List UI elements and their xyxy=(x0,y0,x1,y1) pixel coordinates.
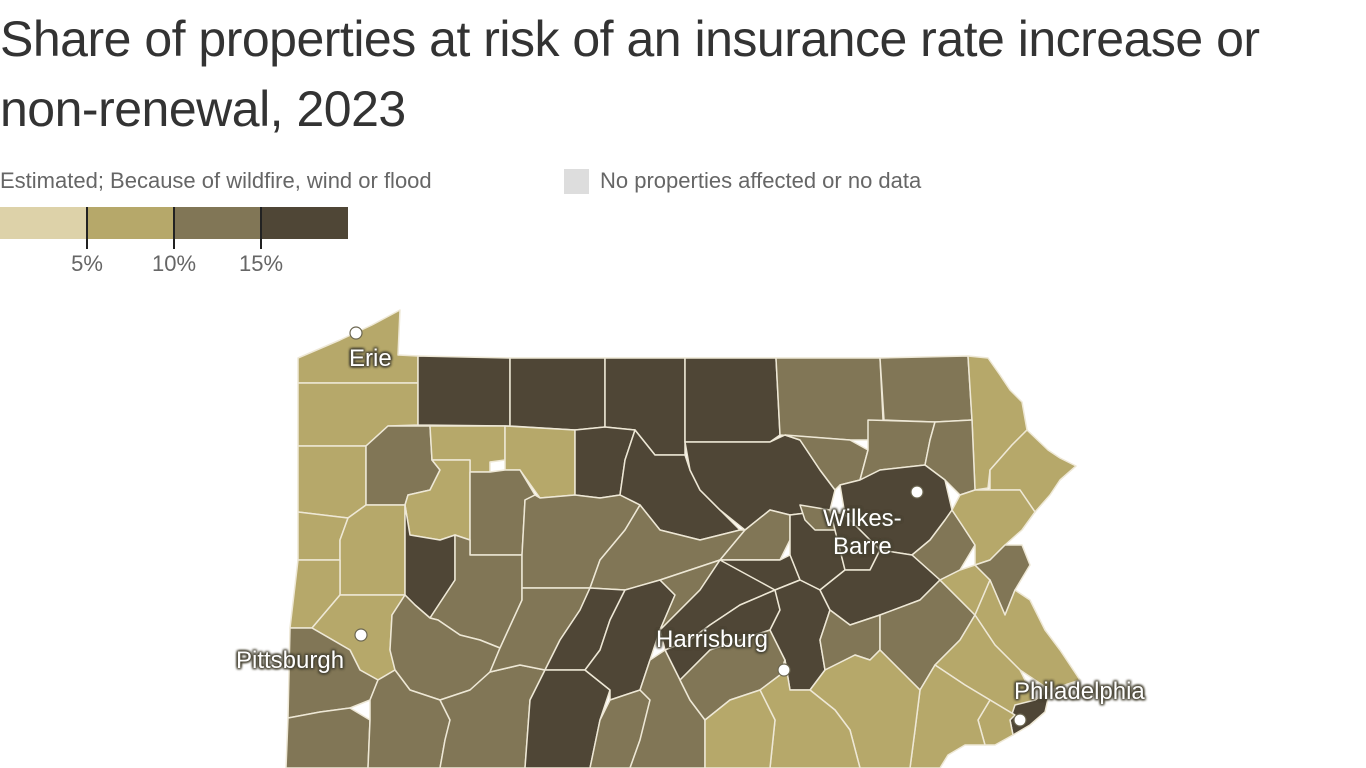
legend-tick-15 xyxy=(260,207,262,249)
county-susquehanna[interactable] xyxy=(879,355,973,423)
city-label-philadelphia: Philadelphia xyxy=(1014,678,1145,705)
legend-label-5: 5% xyxy=(71,251,103,276)
legend-tick-10 xyxy=(173,207,175,249)
legend-bin-3 xyxy=(261,207,348,239)
county-lackawanna[interactable] xyxy=(924,419,976,496)
county-greene[interactable] xyxy=(285,707,371,768)
counties xyxy=(285,309,1081,768)
city-dot-pittsburgh xyxy=(354,628,368,642)
no-data-label: No properties affected or no data xyxy=(600,168,922,193)
county-tioga[interactable] xyxy=(684,357,781,443)
city-label-erie: Erie xyxy=(349,345,392,372)
no-data-swatch xyxy=(564,168,589,194)
county-warren[interactable] xyxy=(417,355,511,427)
city-dot-wilkes-barre xyxy=(910,485,924,499)
legend-tick-5 xyxy=(86,207,88,249)
county-mercer[interactable] xyxy=(297,445,367,519)
county-pike[interactable] xyxy=(989,429,1077,513)
city-label-harrisburg: Harrisburg xyxy=(656,626,769,653)
city-dot-erie xyxy=(349,326,363,340)
county-snyder[interactable] xyxy=(719,554,801,591)
county-montour[interactable] xyxy=(799,504,836,531)
city-label-wilkes-barre-line1: Wilkes- xyxy=(823,505,902,532)
legend-label-10: 10% xyxy=(151,251,197,276)
city-label-pittsburgh: Pittsburgh xyxy=(236,647,345,674)
county-butler[interactable] xyxy=(339,504,406,596)
city-dot-philadelphia xyxy=(1013,713,1027,727)
legend-bin-0 xyxy=(0,207,87,239)
color-scale-legend xyxy=(0,207,348,239)
city-label-wilkes-barre-line2: Barre xyxy=(832,533,892,560)
city-dot-harrisburg xyxy=(777,663,791,677)
no-data-legend: No properties affected or no data xyxy=(564,168,921,194)
county-adams[interactable] xyxy=(704,689,776,768)
city-label-wilkes-barre: Wilkes- Barre xyxy=(823,505,902,561)
county-mckean[interactable] xyxy=(509,357,606,431)
legend-subtitle: Estimated; Because of wildfire, wind or … xyxy=(0,168,432,193)
legend-bin-2 xyxy=(174,207,261,239)
chart-title: Share of properties at risk of an insura… xyxy=(0,11,1260,137)
legend-label-15: 15% xyxy=(238,251,284,276)
legend-bin-1 xyxy=(87,207,174,239)
county-bradford[interactable] xyxy=(775,357,885,441)
